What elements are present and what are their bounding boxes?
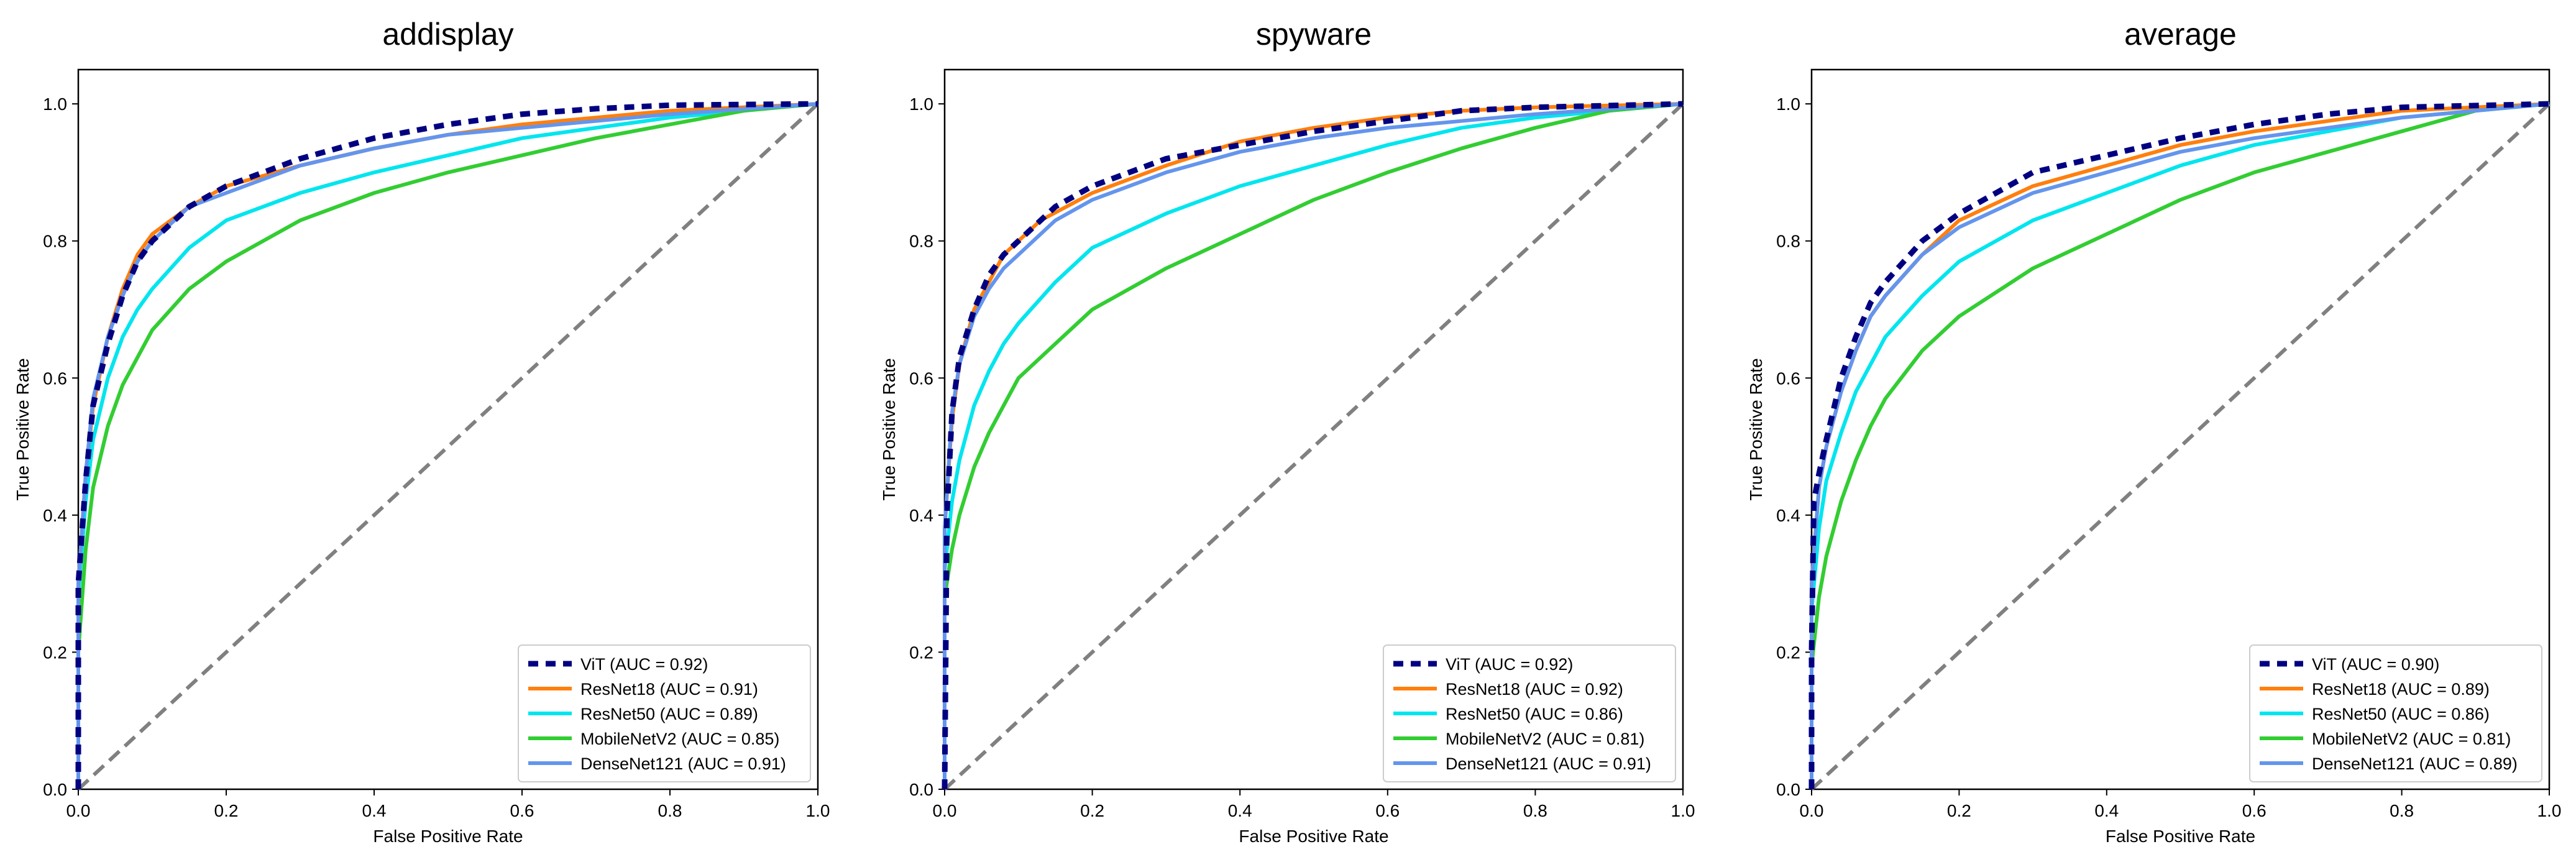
x-tick-label: 0.2 xyxy=(1080,801,1104,820)
legend-label-densenet121: DenseNet121 (AUC = 0.89) xyxy=(2312,754,2518,773)
legend-label-resnet50: ResNet50 (AUC = 0.89) xyxy=(580,705,758,723)
x-tick-label: 0.6 xyxy=(510,801,534,820)
y-tick-label: 0.2 xyxy=(43,643,67,662)
y-axis-label: True Positive Rate xyxy=(879,358,899,500)
y-tick-label: 0.6 xyxy=(43,369,67,388)
roc-line-vit xyxy=(942,101,1684,790)
y-tick-label: 0.0 xyxy=(1776,780,1800,799)
y-tick-label: 0.8 xyxy=(43,232,67,251)
x-tick-label: 0.6 xyxy=(1375,801,1400,820)
roc-line-vit xyxy=(75,101,818,789)
legend-label-vit: ViT (AUC = 0.90) xyxy=(2312,655,2439,674)
legend-label-densenet121: DenseNet121 (AUC = 0.91) xyxy=(1446,754,1651,773)
x-tick-label: 0.8 xyxy=(658,801,682,820)
x-axis-label: False Positive Rate xyxy=(1239,827,1388,846)
y-tick-label: 0.4 xyxy=(1776,506,1800,525)
legend-label-resnet50: ResNet50 (AUC = 0.86) xyxy=(1446,705,1623,723)
y-tick-label: 0.8 xyxy=(1776,232,1800,251)
x-tick-label: 0.8 xyxy=(1523,801,1547,820)
y-tick-label: 1.0 xyxy=(1776,94,1800,114)
plot-area-frame xyxy=(77,68,819,791)
y-tick-label: 1.0 xyxy=(909,94,933,114)
chart-title: addisplay xyxy=(382,17,513,52)
y-tick-label: 0.6 xyxy=(1776,369,1800,388)
x-tick-label: 0.4 xyxy=(2094,801,2119,820)
legend: ViT (AUC = 0.90) ResNet18 (AUC = 0.89) Res… xyxy=(2249,644,2542,782)
legend-label-resnet50: ResNet50 (AUC = 0.86) xyxy=(2312,705,2490,723)
x-tick-label: 0.4 xyxy=(362,801,387,820)
legend-label-vit: ViT (AUC = 0.92) xyxy=(580,655,708,674)
roc-line-mobilenetv2 xyxy=(943,102,1684,789)
roc-line-mobilenetv2 xyxy=(1810,102,2550,789)
legend-label-densenet121: DenseNet121 (AUC = 0.91) xyxy=(580,754,786,773)
x-tick-label: 1.0 xyxy=(806,801,830,820)
plot-area-frame xyxy=(943,68,1684,791)
chart-panel-3: average 0.0 0.2 0.4 0.6 0.8 1.0 0.0 0.2 0.4 0.6 0.8… xyxy=(1746,17,2561,846)
y-tick-label: 0.4 xyxy=(909,506,933,525)
legend-box xyxy=(1383,644,1676,782)
x-tick-label: 0.0 xyxy=(66,801,91,820)
y-tick-label: 1.0 xyxy=(43,94,67,114)
legend: ViT (AUC = 0.92) ResNet18 (AUC = 0.91) Res… xyxy=(518,644,811,782)
legend-box xyxy=(2249,644,2542,782)
y-tick-label: 0.0 xyxy=(909,780,933,799)
y-tick-label: 0.2 xyxy=(909,643,933,662)
roc-line-mobilenetv2 xyxy=(76,102,818,789)
x-tick-label: 0.0 xyxy=(1800,801,1824,820)
legend: ViT (AUC = 0.92) ResNet18 (AUC = 0.92) Res… xyxy=(1383,644,1676,782)
x-axis-label: False Positive Rate xyxy=(2106,827,2255,846)
x-tick-label: 0.8 xyxy=(2390,801,2414,820)
y-axis-label: True Positive Rate xyxy=(1746,358,1766,500)
roc-line-vit xyxy=(1808,101,2550,789)
legend-label-resnet18: ResNet18 (AUC = 0.92) xyxy=(1446,680,1623,699)
plot-area-frame xyxy=(1810,68,2551,791)
legend-label-resnet18: ResNet18 (AUC = 0.91) xyxy=(580,680,758,699)
roc-line-resnet50 xyxy=(943,102,1684,789)
y-tick-label: 0.4 xyxy=(43,506,67,525)
y-tick-label: 0.2 xyxy=(1776,643,1800,662)
x-tick-label: 0.6 xyxy=(2242,801,2267,820)
chart-title: average xyxy=(2124,17,2237,52)
legend-label-mobilenetv2: MobileNetV2 (AUC = 0.85) xyxy=(580,730,779,748)
chart-title: spyware xyxy=(1256,17,1372,52)
legend-label-vit: ViT (AUC = 0.92) xyxy=(1446,655,1573,674)
legend-label-mobilenetv2: MobileNetV2 (AUC = 0.81) xyxy=(2312,730,2511,748)
x-tick-label: 0.2 xyxy=(214,801,239,820)
roc-line-resnet50 xyxy=(1810,102,2550,789)
x-tick-label: 0.0 xyxy=(933,801,957,820)
legend-label-resnet18: ResNet18 (AUC = 0.89) xyxy=(2312,680,2490,699)
x-tick-label: 0.4 xyxy=(1228,801,1252,820)
legend-label-mobilenetv2: MobileNetV2 (AUC = 0.81) xyxy=(1446,730,1644,748)
y-tick-label: 0.6 xyxy=(909,369,933,388)
x-axis-label: False Positive Rate xyxy=(373,827,523,846)
chart-panel-1: addisplay 0.0 0.2 0.4 0.6 0.8 1.0 0.0 0.2 0.4 0.6 0… xyxy=(13,17,830,846)
y-tick-label: 0.8 xyxy=(909,232,933,251)
y-tick-label: 0.0 xyxy=(43,780,67,799)
chart-panel-2: spyware 0.0 0.2 0.4 0.6 0.8 1.0 0.0 0.2 0.4 0.6 0.8… xyxy=(879,17,1695,846)
roc-line-resnet50 xyxy=(76,102,818,789)
x-tick-label: 1.0 xyxy=(1671,801,1695,820)
legend-box xyxy=(518,644,811,782)
x-tick-label: 0.2 xyxy=(1947,801,1971,820)
roc-line-densenet121 xyxy=(1810,102,2550,789)
x-tick-label: 1.0 xyxy=(2537,801,2562,820)
y-axis-label: True Positive Rate xyxy=(13,358,32,500)
